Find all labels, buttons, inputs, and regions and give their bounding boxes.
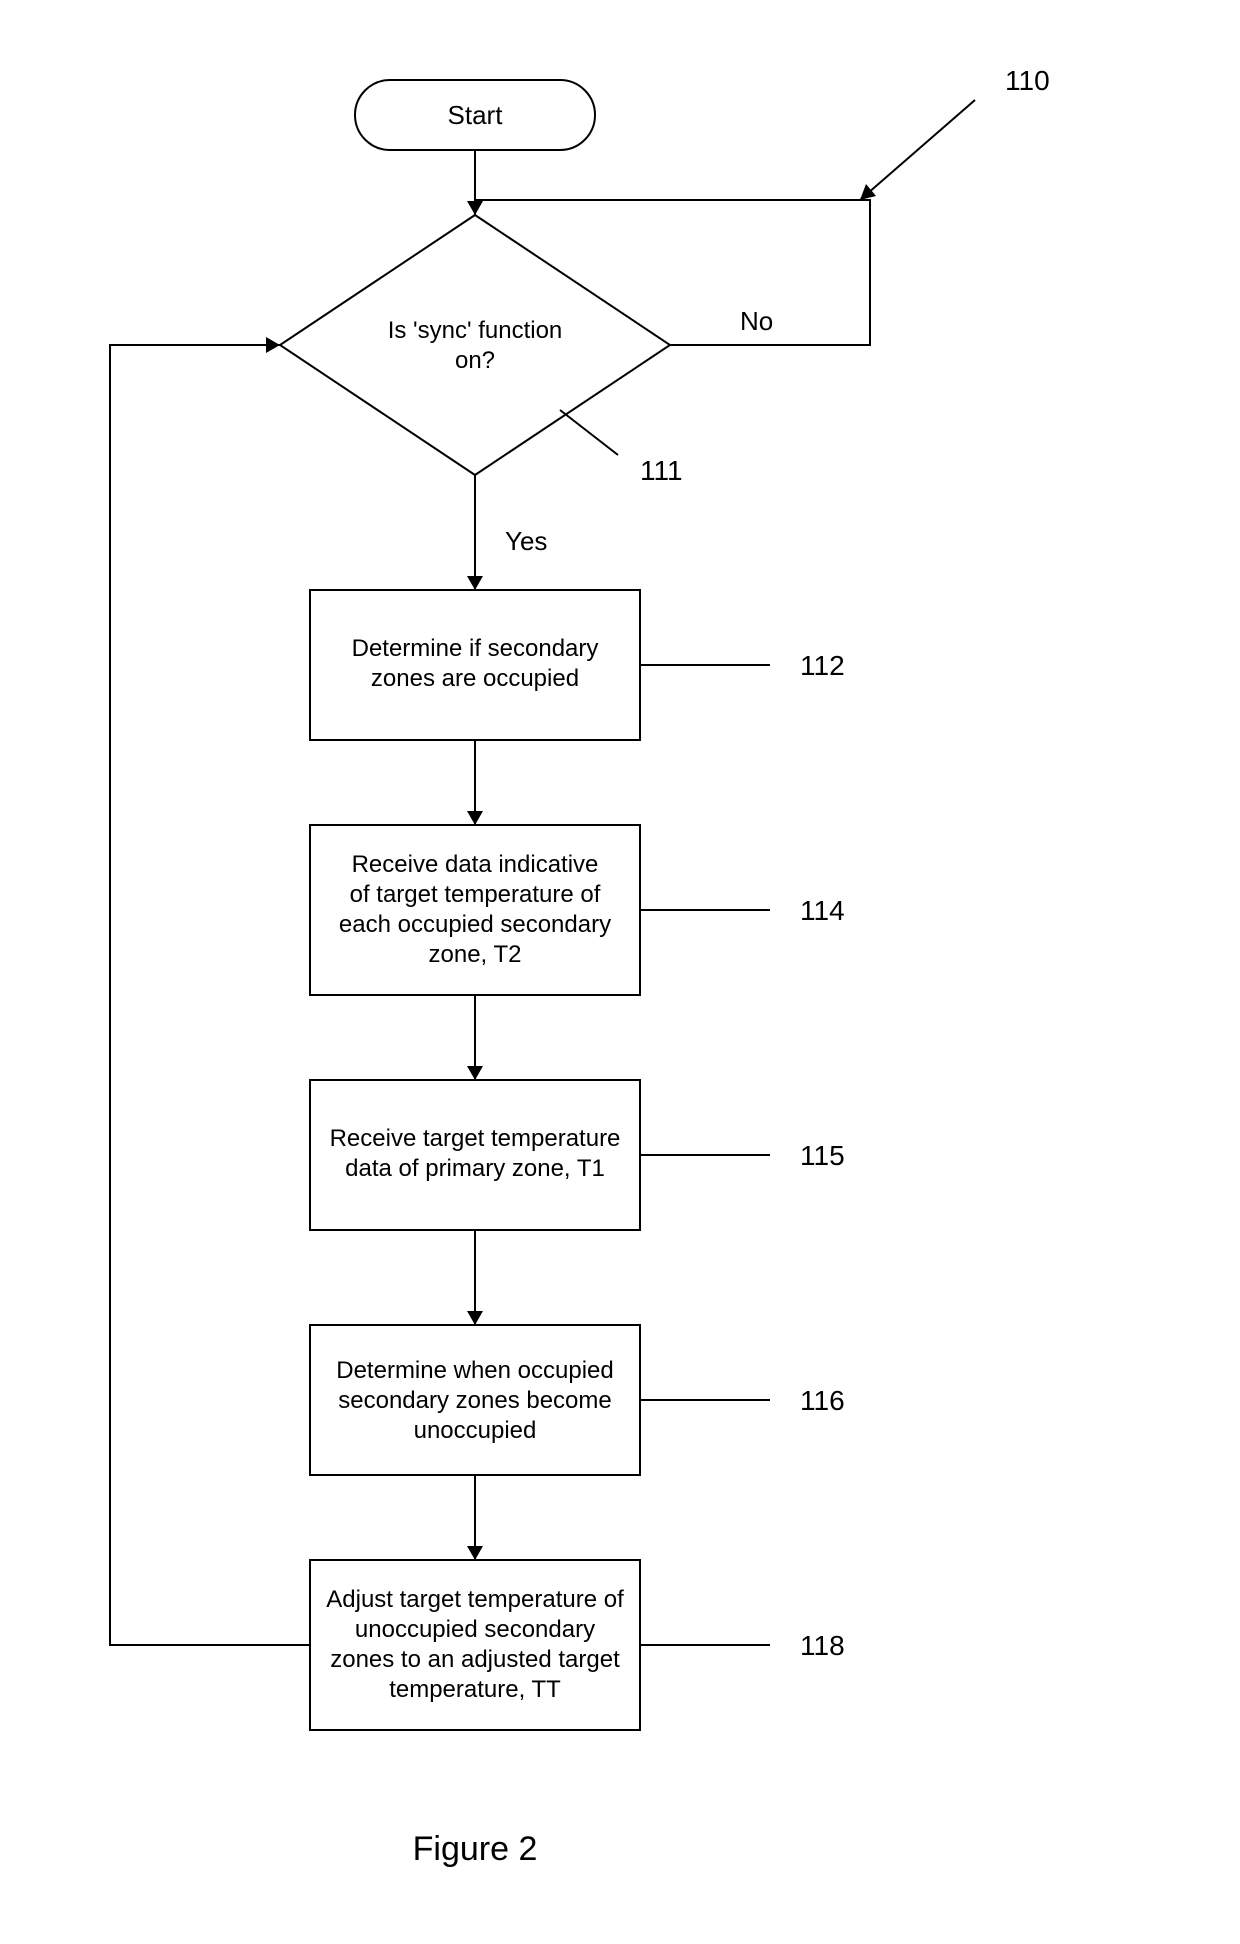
node-box-116: Determine when occupied secondary zones …	[310, 1325, 640, 1475]
box115-line2: data of primary zone, T1	[345, 1155, 605, 1182]
box118-line4: temperature, TT	[389, 1676, 561, 1703]
box112-line2: zones are occupied	[371, 665, 579, 692]
box116-line3: unoccupied	[414, 1417, 537, 1444]
node-box-112: Determine if secondary zones are occupie…	[310, 590, 640, 740]
arrowhead-into-decision-top	[467, 201, 483, 215]
ref-label-110: 110	[1005, 65, 1050, 96]
edge-118-loopback	[110, 345, 310, 1645]
node-box-118: Adjust target temperature of unoccupied …	[310, 1560, 640, 1730]
ref-label-116: 116	[800, 1385, 845, 1416]
edge-label-yes: Yes	[505, 526, 547, 556]
box114-line4: zone, T2	[429, 941, 522, 968]
arrowhead-114-115	[467, 1066, 483, 1080]
box116-line1: Determine when occupied	[336, 1357, 614, 1384]
edge-label-no: No	[740, 306, 773, 336]
ref-label-111: 111	[640, 455, 683, 486]
ref-label-112: 112	[800, 650, 845, 681]
ref-leader-111	[560, 410, 618, 455]
arrowhead-112-114	[467, 811, 483, 825]
node-box-115: Receive target temperature data of prima…	[310, 1080, 640, 1230]
node-box-114: Receive data indicative of target temper…	[310, 825, 640, 995]
arrowhead-yes	[467, 576, 483, 590]
ref-label-114: 114	[800, 895, 845, 926]
node-start: Start	[355, 80, 595, 150]
flowchart-canvas: Start Is 'sync' function on? No Yes Dete…	[0, 0, 1240, 1944]
box116-line2: secondary zones become	[338, 1387, 612, 1414]
box118-line2: unoccupied secondary	[355, 1616, 595, 1643]
box118-line1: Adjust target temperature of	[326, 1586, 624, 1613]
box114-line2: of target temperature of	[350, 881, 601, 908]
ref-leader-110	[860, 100, 975, 200]
ref-arrowhead-110	[860, 184, 876, 200]
arrowhead-115-116	[467, 1311, 483, 1325]
box115-line1: Receive target temperature	[330, 1125, 621, 1152]
decision-text-line2: on?	[455, 347, 495, 374]
decision-text-line1: Is 'sync' function	[388, 317, 563, 344]
node-start-label: Start	[448, 100, 504, 130]
node-decision-sync: Is 'sync' function on?	[280, 215, 670, 475]
box114-line1: Receive data indicative	[352, 851, 599, 878]
box114-line3: each occupied secondary	[339, 911, 611, 938]
arrowhead-loopback	[266, 337, 280, 353]
box112-line1: Determine if secondary	[352, 635, 599, 662]
ref-label-118: 118	[800, 1630, 845, 1661]
arrowhead-116-118	[467, 1546, 483, 1560]
box118-line3: zones to an adjusted target	[330, 1646, 620, 1673]
ref-label-115: 115	[800, 1140, 845, 1171]
figure-title: Figure 2	[413, 1830, 538, 1868]
